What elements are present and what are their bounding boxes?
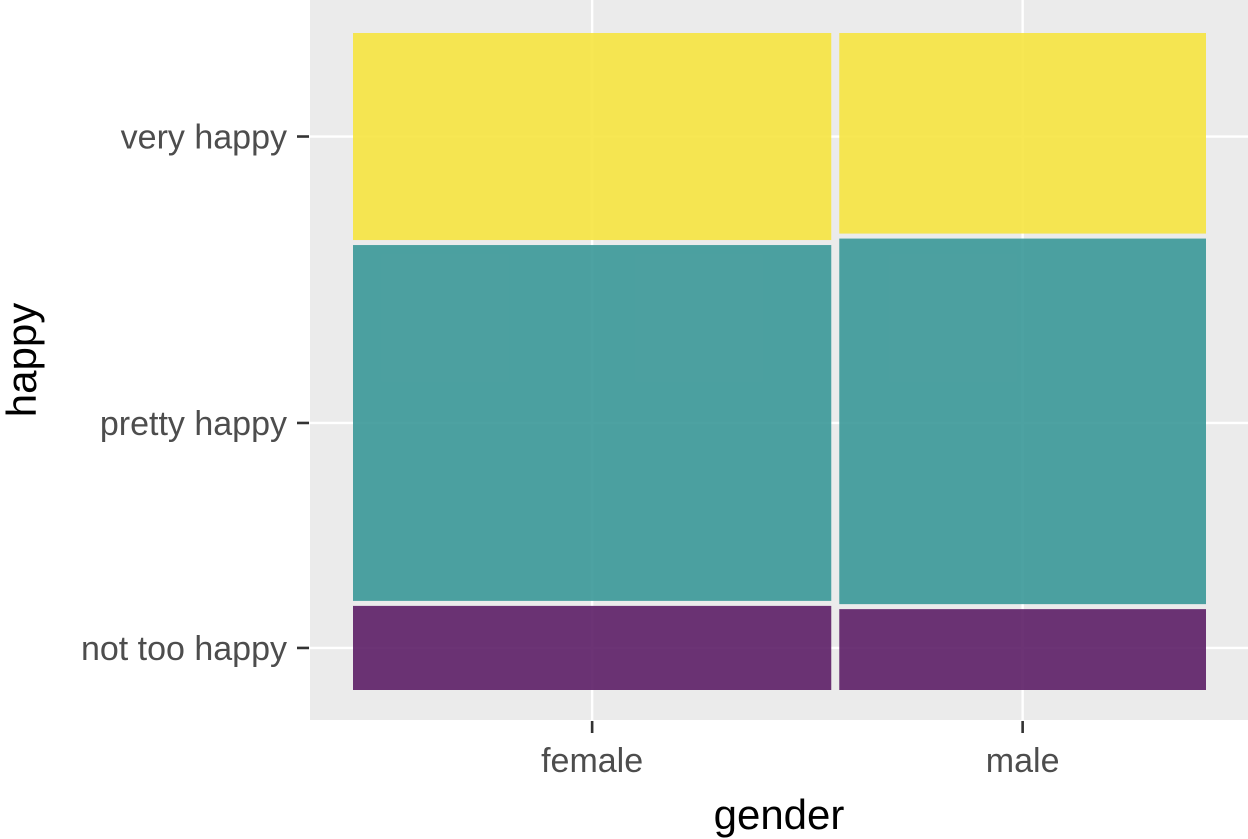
x-axis-title: gender xyxy=(714,791,845,838)
x-axis: female male xyxy=(541,721,1059,780)
tile-female-not-too-happy xyxy=(353,605,832,690)
tile-male-pretty-happy xyxy=(839,238,1206,605)
tile-female-pretty-happy xyxy=(353,245,832,601)
y-tick-label-very-happy: very happy xyxy=(121,119,287,157)
y-tick-label-not-too-happy: not too happy xyxy=(81,630,287,668)
tile-male-very-happy xyxy=(839,33,1206,234)
y-tick-label-pretty-happy: pretty happy xyxy=(100,405,287,443)
y-axis: not too happy pretty happy very happy xyxy=(81,119,309,668)
tile-female-very-happy xyxy=(353,33,832,241)
mosaic-tiles xyxy=(353,33,1206,690)
x-tick-label-male: male xyxy=(986,742,1060,780)
x-tick-label-female: female xyxy=(541,742,643,780)
tile-male-not-too-happy xyxy=(839,609,1206,690)
y-axis-title: happy xyxy=(0,303,45,417)
